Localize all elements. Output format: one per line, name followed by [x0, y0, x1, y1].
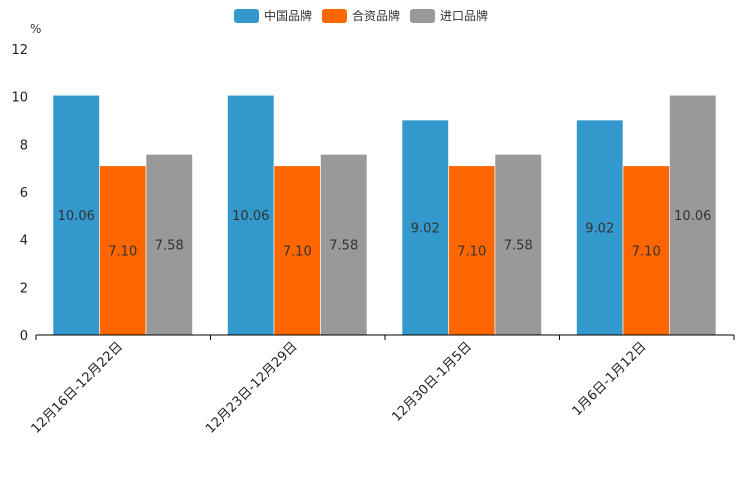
bar: [320, 154, 368, 336]
y-tick-label: 8: [20, 138, 28, 153]
y-tick-label: 4: [20, 234, 28, 249]
y-axis-unit: %: [30, 22, 42, 36]
x-tick-label: 12月23日-12月29日: [203, 339, 300, 436]
legend-swatch-import: [410, 8, 436, 23]
legend-item-import[interactable]: 进口品牌: [410, 7, 488, 24]
legend: 中国品牌 合资品牌 进口品牌: [234, 7, 498, 24]
bar: [273, 165, 321, 336]
bar: [576, 119, 624, 336]
data-label: 7.10: [283, 244, 312, 259]
data-label: 9.02: [585, 222, 614, 237]
bar: [227, 94, 275, 336]
y-tick-label: 6: [20, 186, 28, 201]
x-tick-label: 12月30日-1月5日: [389, 339, 475, 425]
data-label: 10.06: [674, 209, 711, 224]
y-tick-label: 0: [20, 329, 28, 344]
bar: [401, 119, 449, 336]
y-tick-label: 10: [11, 91, 28, 106]
data-label: 9.02: [411, 222, 440, 237]
legend-swatch-jv: [322, 8, 348, 23]
data-label: 7.10: [108, 244, 137, 259]
bar: [669, 94, 717, 336]
legend-label-import: 进口品牌: [440, 9, 489, 23]
legend-swatch-china: [234, 8, 259, 23]
x-tick-label: 1月6日-1月12日: [570, 339, 650, 419]
data-label: 10.06: [232, 209, 269, 224]
data-label: 7.58: [155, 239, 184, 254]
data-label: 10.06: [58, 209, 95, 224]
legend-label-jv: 合资品牌: [352, 9, 401, 23]
bar: [145, 154, 193, 336]
legend-label-china: 中国品牌: [264, 9, 313, 23]
bar: [99, 165, 147, 336]
bar: [622, 165, 670, 336]
bar: [494, 154, 542, 336]
data-label: 7.58: [504, 239, 533, 254]
legend-item-jv[interactable]: 合资品牌: [322, 7, 400, 24]
y-tick-label: 2: [20, 281, 28, 296]
legend-item-china[interactable]: 中国品牌: [234, 7, 312, 24]
data-label: 7.10: [632, 244, 661, 259]
x-tick-label: 12月16日-12月22日: [29, 339, 126, 436]
data-label: 7.58: [329, 239, 358, 254]
y-tick-label: 12: [11, 43, 28, 58]
data-label: 7.10: [457, 244, 486, 259]
